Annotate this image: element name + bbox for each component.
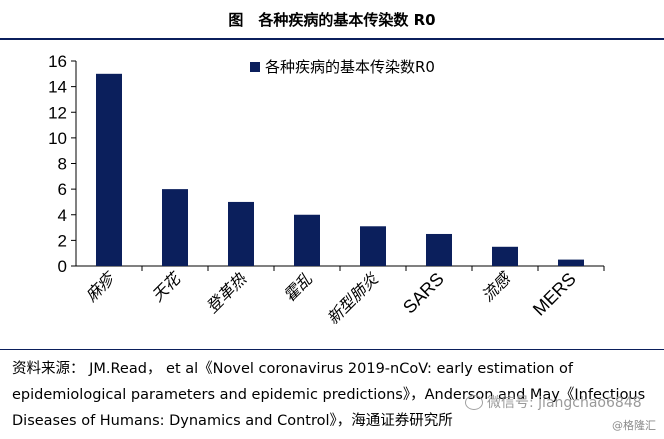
footer-divider [0, 349, 664, 350]
y-tick-label: 8 [58, 155, 67, 174]
source-line-3: Diseases of Humans: Dynamics and Control… [12, 413, 453, 429]
bar [96, 73, 122, 266]
x-tick-label: 新型肺炎 [323, 269, 382, 328]
x-tick-label: 登革热 [202, 269, 250, 317]
bar-chart: 0 2 4 6 8 10 12 14 16 麻疹 天花 登革热 霍乱 新型肺炎 SARS 流感 MERS 各种疾病… [48, 52, 605, 328]
bar [426, 233, 452, 266]
title-divider [0, 38, 664, 40]
legend-label: 各种疾病的基本传染数R0 [265, 58, 435, 76]
wechat-text: 微信号: jiangchao6848 [487, 395, 642, 411]
y-tick-label: 6 [58, 180, 67, 199]
source-line-2: epidemiological parameters and epidemic … [12, 387, 646, 403]
source-note: 资料来源： JM.Read， et al《Novel coronavirus 2… [12, 356, 657, 434]
x-tick-label: 流感 [478, 267, 516, 305]
bar [360, 226, 386, 266]
y-tick-label: 16 [48, 52, 67, 71]
x-tick-label: 天花 [148, 267, 186, 305]
bar [228, 201, 254, 266]
source-line-1: 资料来源： JM.Read， et al《Novel coronavirus 2… [12, 361, 573, 377]
x-tick-label: 麻疹 [82, 267, 120, 305]
legend-swatch [250, 62, 260, 72]
x-tick-label: 霍乱 [280, 269, 317, 306]
y-tick-label: 10 [48, 129, 67, 148]
y-tick-label: 0 [58, 257, 67, 276]
x-tick-label: SARS [399, 269, 448, 318]
bar [558, 259, 584, 266]
y-tick-label: 12 [48, 103, 67, 122]
site-watermark: @格隆汇 [612, 419, 656, 432]
bar [162, 189, 188, 266]
bar [492, 246, 518, 266]
wechat-icon [465, 394, 483, 410]
y-tick-label: 14 [48, 78, 67, 97]
y-tick-label: 2 [58, 231, 67, 250]
x-tick-label: MERS [529, 269, 580, 320]
y-tick-label: 4 [58, 206, 67, 225]
wechat-watermark: 微信号: jiangchao6848 [465, 392, 642, 412]
chart-title: 图 各种疾病的基本传染数 R0 [228, 10, 436, 29]
bar [294, 214, 320, 266]
